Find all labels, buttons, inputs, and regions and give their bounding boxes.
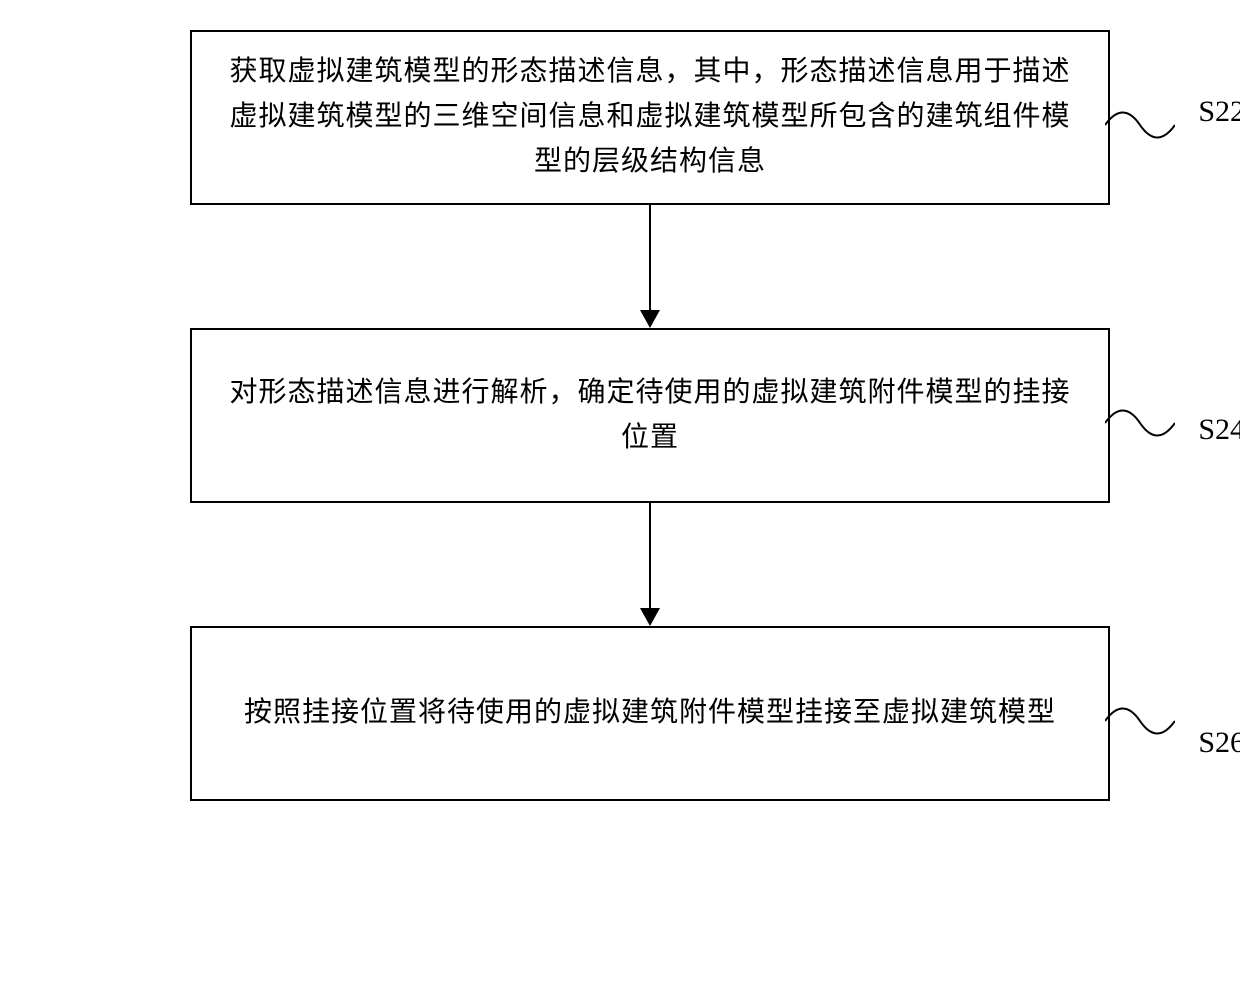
step-s22-box: 获取虚拟建筑模型的形态描述信息，其中，形态描述信息用于描述虚拟建筑模型的三维空间… bbox=[190, 30, 1110, 205]
step-s26-curve bbox=[1105, 696, 1175, 746]
step-s22-text: 获取虚拟建筑模型的形态描述信息，其中，形态描述信息用于描述虚拟建筑模型的三维空间… bbox=[222, 50, 1078, 184]
step-s24-box: 对形态描述信息进行解析，确定待使用的虚拟建筑附件模型的挂接位置 bbox=[190, 328, 1110, 503]
step-s24-curve bbox=[1105, 398, 1175, 448]
step-s24-wrapper: 对形态描述信息进行解析，确定待使用的虚拟建筑附件模型的挂接位置 S24 bbox=[190, 328, 1110, 503]
flowchart-container: 获取虚拟建筑模型的形态描述信息，其中，形态描述信息用于描述虚拟建筑模型的三维空间… bbox=[0, 0, 1240, 801]
step-s22-wrapper: 获取虚拟建筑模型的形态描述信息，其中，形态描述信息用于描述虚拟建筑模型的三维空间… bbox=[190, 30, 1110, 205]
step-s24-label: S24 bbox=[1198, 413, 1240, 447]
step-s26-box: 按照挂接位置将待使用的虚拟建筑附件模型挂接至虚拟建筑模型 bbox=[190, 626, 1110, 801]
step-s24-text: 对形态描述信息进行解析，确定待使用的虚拟建筑附件模型的挂接位置 bbox=[222, 371, 1078, 461]
arrow-head-icon bbox=[640, 310, 660, 328]
arrow-s24-s26 bbox=[640, 503, 660, 626]
arrow-s22-s24 bbox=[640, 205, 660, 328]
step-s22-label: S22 bbox=[1198, 95, 1240, 129]
step-s22-curve bbox=[1105, 100, 1175, 150]
step-s26-text: 按照挂接位置将待使用的虚拟建筑附件模型挂接至虚拟建筑模型 bbox=[244, 691, 1056, 736]
step-s26-label: S26 bbox=[1198, 726, 1240, 760]
arrow-line bbox=[649, 205, 651, 310]
arrow-head-icon bbox=[640, 608, 660, 626]
step-s26-wrapper: 按照挂接位置将待使用的虚拟建筑附件模型挂接至虚拟建筑模型 S26 bbox=[190, 626, 1110, 801]
arrow-line bbox=[649, 503, 651, 608]
